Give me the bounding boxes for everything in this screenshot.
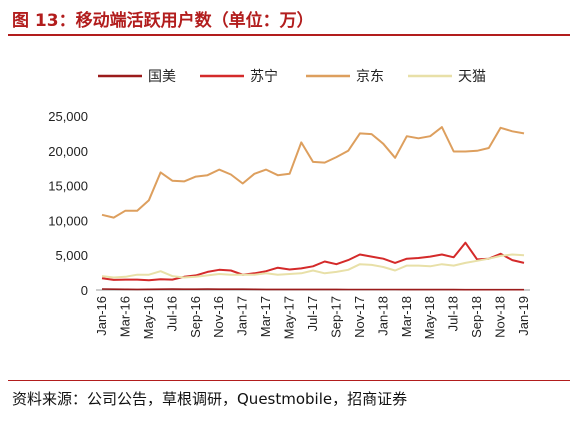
series-line: [101, 126, 525, 219]
series-line: [101, 288, 524, 291]
legend-label: 国美: [148, 69, 176, 85]
x-tick-label: Nov-17: [352, 296, 367, 338]
x-tick-label: Jan-19: [516, 296, 531, 336]
figure-title-bar: 图 13：移动端活跃用户数（单位：万）: [0, 0, 578, 36]
x-tick-label: Mar-16: [117, 296, 132, 337]
x-tick-label: Jan-16: [94, 296, 109, 336]
chart-legend: 国美 苏宁 京东 天猫: [98, 68, 486, 85]
x-tick-label: Jan-17: [235, 296, 250, 336]
x-tick-label: Jul-18: [446, 296, 461, 331]
source-divider: [8, 380, 570, 381]
x-tick-label: Nov-18: [493, 296, 508, 338]
series-line: [101, 253, 525, 279]
y-tick-label: 10,000: [48, 213, 88, 228]
y-axis: 0 5,000 10,000 15,000 20,000 25,000: [48, 109, 88, 298]
x-tick-label: May-17: [282, 296, 297, 339]
x-tick-label: May-18: [422, 296, 437, 339]
legend-label: 苏宁: [250, 68, 278, 85]
figure-title: 图 13：移动端活跃用户数（单位：万）: [12, 11, 314, 31]
legend-label: 京东: [356, 69, 384, 85]
x-tick-label: Sep-16: [188, 296, 203, 338]
title-divider: [8, 34, 570, 36]
y-tick-label: 20,000: [48, 144, 88, 159]
x-tick-label: Mar-18: [399, 296, 414, 337]
x-tick-label: Jul-16: [164, 296, 179, 331]
x-tick-label: Mar-17: [258, 296, 273, 337]
x-tick-label: Sep-17: [328, 296, 343, 338]
x-tick-label: May-16: [141, 296, 156, 339]
y-tick-label: 25,000: [48, 109, 88, 124]
x-tick-label: Nov-16: [211, 296, 226, 338]
series-layer: [101, 126, 525, 291]
y-tick-label: 0: [81, 283, 88, 298]
source-note: 资料来源：公司公告，草根调研，Questmobile，招商证券: [12, 390, 408, 408]
x-tick-label: Sep-18: [469, 296, 484, 338]
x-tick-label: Jul-17: [305, 296, 320, 331]
y-tick-label: 5,000: [55, 248, 88, 263]
legend-label: 天猫: [458, 69, 486, 85]
series-line: [101, 241, 525, 282]
x-axis: Jan-16 Mar-16 May-16 Jul-16 Sep-16 Nov-16 Jan-…: [94, 289, 531, 339]
x-tick-label: Jan-18: [375, 296, 390, 336]
y-tick-label: 15,000: [48, 179, 88, 194]
